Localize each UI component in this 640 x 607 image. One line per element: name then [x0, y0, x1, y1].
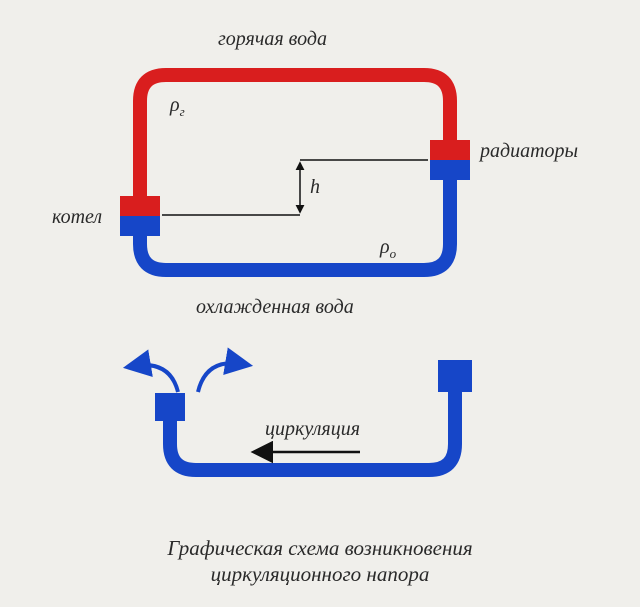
label-cooled-water: охлажденная вода: [196, 296, 354, 319]
circulation-right-block: [438, 360, 472, 392]
label-boiler: котел: [52, 206, 102, 229]
radiator: [430, 140, 470, 180]
label-hot-water: горячая вода: [218, 28, 327, 51]
vent-arrow-right: [198, 363, 242, 392]
label-radiators: радиаторы: [480, 140, 578, 163]
circulation-left-block: [155, 393, 185, 421]
caption-line-2: циркуляционного напора: [0, 562, 640, 587]
hot-pipe: [140, 75, 450, 198]
height-dimension: [162, 160, 428, 215]
vent-arrow-left: [134, 365, 178, 392]
boiler: [120, 196, 160, 236]
label-circulation: циркуляция: [265, 418, 360, 441]
caption-line-1: Графическая схема возникновения: [0, 536, 640, 561]
label-rho-cold: ρo: [380, 236, 396, 262]
label-height-h: h: [310, 176, 320, 199]
cold-pipe: [140, 178, 450, 270]
label-rho-hot: ρг: [170, 94, 185, 120]
